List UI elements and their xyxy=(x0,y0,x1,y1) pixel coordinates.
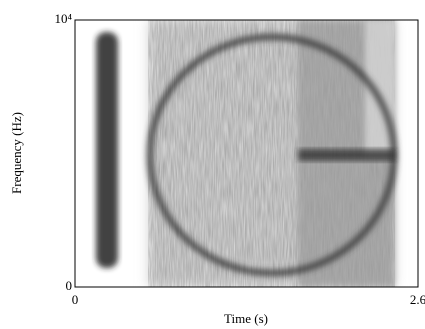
x-tick-label: 0 xyxy=(72,292,79,307)
plot-frame xyxy=(74,19,419,288)
y-tick-label: 10⁴ xyxy=(54,11,72,26)
y-axis-label: Frequency (Hz) xyxy=(9,112,24,194)
x-axis-label: Time (s) xyxy=(224,311,268,326)
x-tick-label: 2.6 xyxy=(410,292,425,307)
y-tick-label: 0 xyxy=(66,278,73,293)
spectrogram-image xyxy=(96,20,398,287)
